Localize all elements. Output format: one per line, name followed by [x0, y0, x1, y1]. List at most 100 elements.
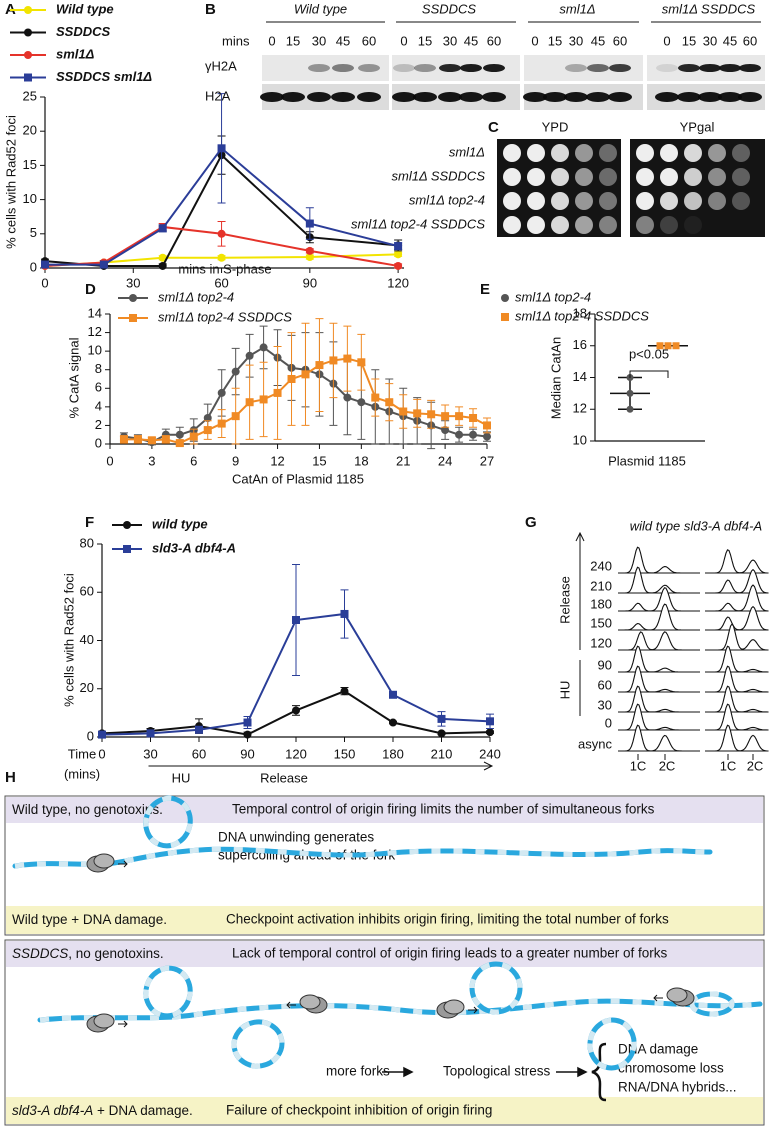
y-axis-label: % CatA signal: [66, 337, 81, 418]
y-tick-label: 8: [95, 361, 102, 376]
spot: [684, 168, 702, 186]
blot-band: [438, 92, 462, 102]
dna-strand-light: [587, 1017, 637, 1071]
blot-band: [543, 92, 567, 102]
marker: [189, 432, 198, 441]
model-note: Topological stress: [443, 1064, 551, 1079]
blot-group-label: sml1Δ SSDDCS: [662, 1, 756, 16]
blot-lane-label: 15: [418, 33, 432, 48]
x-tick-label: 6: [190, 453, 197, 468]
legend-label: SSDDCS sml1Δ: [56, 69, 152, 84]
marker: [672, 342, 680, 350]
panel-label: C: [488, 119, 499, 136]
x-tick-label: 18: [354, 453, 368, 468]
y-tick-label: 0: [95, 435, 102, 450]
brace: [591, 1042, 607, 1102]
dna-strand-light: [231, 1019, 285, 1069]
flow-timepoint: 210: [590, 578, 612, 593]
x-tick-label: 30: [126, 275, 140, 290]
spot: [527, 144, 545, 162]
marker: [292, 615, 300, 624]
blot-band: [358, 64, 380, 72]
dna-strand-light: [469, 961, 523, 1015]
ploidy-label: 1C: [720, 758, 737, 773]
blot-band: [392, 92, 416, 102]
blot-band: [357, 92, 381, 102]
blot-group-label: SSDDCS: [422, 1, 477, 16]
marker: [217, 388, 226, 397]
spot: [684, 144, 702, 162]
flow-timepoint: 240: [590, 558, 612, 573]
legend-marker: [501, 313, 509, 321]
blot-band: [738, 92, 762, 102]
marker: [245, 351, 254, 360]
marker: [455, 412, 464, 421]
model-footer-band: [6, 1097, 763, 1124]
flow-phase: Release: [557, 576, 572, 624]
release-arrow: [575, 531, 585, 650]
marker: [217, 253, 226, 262]
x-tick-label: 9: [232, 453, 239, 468]
marker: [343, 354, 352, 363]
flow-histogram: [618, 724, 700, 752]
time-unit: (mins): [64, 766, 100, 781]
spot: [599, 144, 617, 162]
phase-label: HU: [172, 770, 191, 785]
marker: [626, 405, 634, 413]
x-tick-label: 240: [479, 746, 501, 761]
marker: [315, 361, 324, 370]
y-axis-label: % cells with Rad52 foci: [3, 115, 18, 249]
legend-marker: [24, 28, 32, 37]
spot: [708, 168, 726, 186]
blot-band: [523, 92, 547, 102]
x-axis-label: Plasmid 1185: [608, 453, 686, 468]
marker: [389, 718, 397, 727]
legend-marker: [24, 73, 32, 82]
marker: [243, 730, 252, 739]
blot-band: [260, 92, 284, 102]
marker: [394, 261, 403, 270]
blot-band: [739, 64, 761, 72]
ploidy-label: 1C: [630, 758, 647, 773]
blot-band: [608, 92, 632, 102]
model-footer-text: Failure of checkpoint inhibition of orig…: [226, 1103, 492, 1118]
flow-timepoint: 120: [590, 635, 612, 650]
fork-arrow: [468, 1006, 478, 1014]
marker: [385, 398, 394, 407]
y-tick-label: 80: [80, 535, 94, 550]
marker: [146, 729, 155, 738]
footer-lead: Wild type + DNA damage.: [12, 912, 167, 927]
marker: [175, 430, 184, 439]
marker: [217, 144, 226, 153]
blot-band: [677, 92, 701, 102]
fork-arrow: [118, 1020, 128, 1028]
flow-histogram: [618, 703, 700, 731]
panel-label: H: [5, 769, 16, 786]
legend-marker: [24, 6, 32, 14]
annotation: p<0.05: [629, 346, 669, 361]
spot: [636, 168, 654, 186]
spot: [684, 192, 702, 210]
model-footer: Wild type + DNA damage.: [12, 912, 167, 927]
dna-loop: [143, 795, 193, 849]
x-tick-label: 150: [334, 746, 356, 761]
series-line: [44, 225, 399, 267]
blot-lane-label: 30: [443, 33, 457, 48]
marker: [305, 253, 314, 262]
legend-label: sml1Δ: [56, 46, 95, 61]
spot: [575, 192, 593, 210]
marker: [486, 728, 494, 737]
y-tick-label: 25: [23, 88, 37, 103]
blot-lane-label: 15: [682, 33, 696, 48]
blot-lane-label: 0: [268, 33, 275, 48]
y-tick-label: 0: [30, 259, 37, 274]
marker: [231, 367, 240, 376]
fork-arrow: [118, 860, 128, 868]
y-tick-label: 60: [80, 584, 94, 599]
y-tick-label: 10: [23, 191, 37, 206]
marker: [41, 260, 49, 269]
legend-label: sml1Δ top2-4: [158, 289, 234, 304]
blot-band: [718, 92, 742, 102]
spot: [551, 168, 569, 186]
